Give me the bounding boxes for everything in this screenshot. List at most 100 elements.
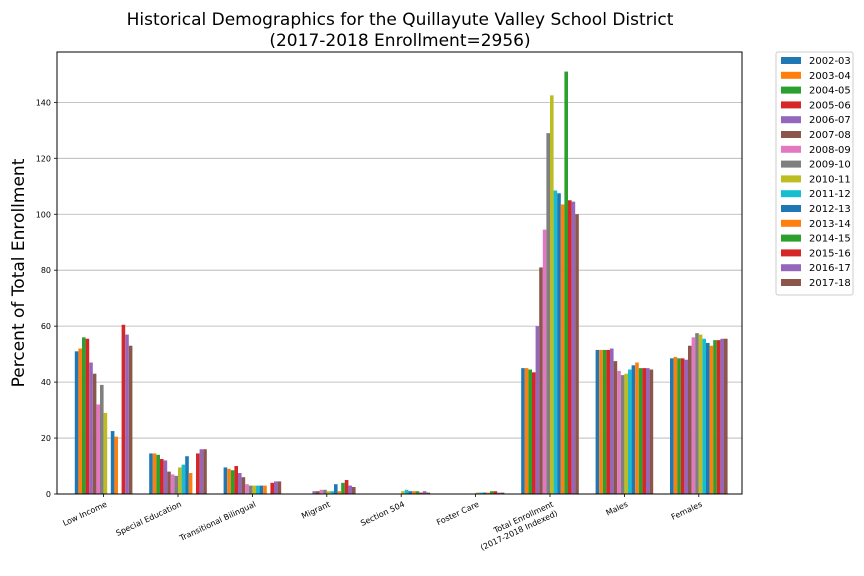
x-tick-label-group: Special Education [115, 500, 183, 538]
legend-swatch [781, 131, 801, 138]
bar [550, 95, 554, 495]
bar [199, 449, 204, 494]
x-tick-label: Section 504 [359, 500, 406, 528]
legend-label: 2012-13 [809, 204, 851, 215]
bar [490, 491, 494, 494]
bar [426, 492, 430, 494]
legend-swatch [781, 71, 801, 79]
bar [635, 362, 639, 494]
bar [493, 491, 498, 494]
bar [606, 349, 610, 494]
bar [316, 491, 320, 494]
bar [149, 453, 153, 494]
bar [716, 340, 721, 494]
bar [245, 484, 249, 494]
bar [415, 491, 420, 494]
bar [684, 359, 688, 494]
bar [649, 369, 654, 494]
y-tick-label: 140 [36, 98, 51, 107]
bar [691, 337, 696, 494]
bar [100, 384, 104, 494]
legend-swatch [781, 175, 801, 183]
bar [252, 485, 256, 494]
bar [702, 338, 706, 494]
bar [114, 436, 118, 494]
bar [408, 491, 412, 494]
bar [535, 326, 540, 494]
legend-label: 2006-07 [809, 115, 851, 126]
bar [227, 468, 231, 494]
y-tick-label: 80 [41, 266, 51, 275]
y-axis-label: Percent of Total Enrollment [9, 158, 29, 387]
x-tick-label-group: Migrant [300, 500, 332, 521]
x-tick-label-group: Total Enrollment(2017-2018 Indexed) [479, 500, 559, 553]
bar [595, 349, 600, 494]
bars [74, 71, 728, 495]
bar [620, 375, 625, 494]
bar [348, 485, 352, 494]
bar [713, 340, 717, 494]
bar [330, 491, 334, 494]
bar [617, 370, 621, 494]
bar [419, 492, 423, 494]
bar [624, 373, 628, 494]
y-tick-label: 20 [41, 434, 51, 443]
bar [89, 362, 93, 494]
bar [677, 358, 681, 494]
bar [178, 467, 182, 494]
legend-swatch [781, 116, 801, 124]
legend-swatch [781, 234, 801, 242]
legend-swatch [781, 249, 801, 257]
bar [628, 369, 632, 494]
bar [698, 334, 703, 494]
bar [319, 489, 324, 494]
legend-swatch [781, 160, 801, 168]
bar [422, 491, 427, 494]
bar [263, 485, 267, 494]
bar [277, 481, 282, 494]
y-ticks: 0 20 40 60 80 100 120 140 [36, 98, 57, 499]
bar [152, 453, 157, 494]
y-tick-label: 100 [36, 210, 51, 219]
gridlines [57, 101, 742, 439]
legend-frame [775, 51, 854, 296]
legend-label: 2014-15 [809, 234, 851, 245]
bar [270, 482, 274, 494]
bar [500, 492, 505, 494]
bar [680, 358, 685, 494]
bar [274, 481, 278, 494]
legend-label: 2010-11 [809, 174, 851, 185]
bar [631, 365, 636, 494]
bar [479, 492, 483, 494]
legend-label: 2013-14 [809, 219, 851, 230]
x-tick-label-group: Males [604, 500, 629, 518]
bar [230, 470, 235, 494]
bar [571, 201, 576, 494]
x-tick-label: Low Income [61, 500, 108, 528]
bar [163, 460, 168, 494]
bar [238, 473, 242, 494]
legend-swatch [781, 86, 801, 94]
bar [85, 338, 90, 494]
legend-label: 2007-08 [809, 130, 851, 141]
bar [203, 449, 207, 494]
bar [557, 193, 561, 494]
bar [546, 133, 550, 494]
legend-label: 2011-12 [809, 189, 851, 200]
legend: 2002-03 2003-04 2004-05 2005-06 2006-07 2007-… [775, 51, 854, 296]
bar [174, 475, 178, 494]
legend-label: 2016-17 [809, 263, 851, 274]
bar [404, 489, 409, 494]
bar [185, 456, 189, 494]
x-tick-label: Foster Care [435, 500, 480, 528]
bar [110, 431, 115, 494]
bar [521, 368, 525, 494]
y-tick-label: 60 [41, 322, 51, 331]
bar [241, 477, 246, 494]
legend-swatch [781, 145, 801, 153]
chart-title-line1: Historical Demographics for the Quillayu… [127, 10, 674, 30]
bar [326, 491, 331, 494]
x-tick-label-group: Transitional Bilingual [177, 500, 257, 544]
bar [497, 492, 501, 494]
legend-swatch [781, 264, 801, 272]
